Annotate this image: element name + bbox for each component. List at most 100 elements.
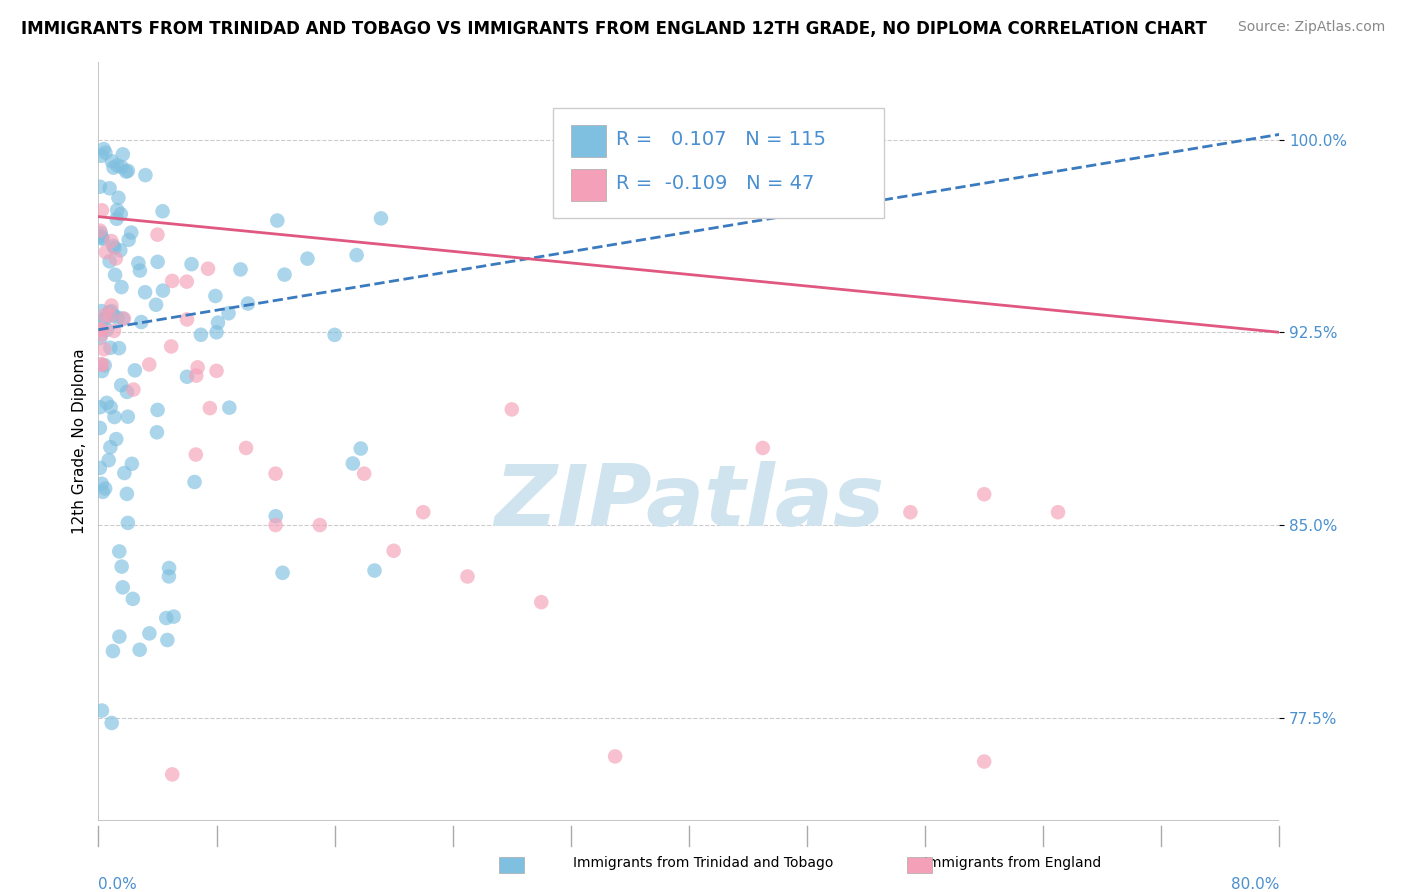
Point [90, 304, 112, 318]
Text: ZIPatlas: ZIPatlas [494, 460, 884, 544]
Point [98, 305, 121, 319]
Point [236, 296, 259, 310]
Point [122, 383, 145, 397]
Y-axis label: 12th Grade, No Diploma: 12th Grade, No Diploma [72, 349, 87, 534]
Point [90, 226, 112, 240]
Point [100, 440, 122, 454]
Point [350, 442, 373, 456]
Point [197, 261, 219, 276]
Point [89, 229, 111, 244]
Point [457, 569, 479, 583]
Point [91, 364, 114, 378]
Point [204, 289, 226, 303]
Point [157, 561, 180, 575]
Point [91, 232, 114, 246]
Point [105, 202, 128, 217]
Point [363, 564, 385, 578]
Point [146, 227, 169, 242]
Point [117, 409, 139, 424]
Point [530, 595, 553, 609]
Point [112, 311, 135, 326]
Point [198, 401, 221, 416]
Text: Immigrants from England: Immigrants from England [924, 856, 1101, 871]
Point [89, 421, 111, 435]
Point [112, 466, 135, 480]
Point [90, 314, 112, 328]
Point [180, 257, 202, 271]
Point [124, 363, 146, 377]
Point [105, 158, 128, 172]
Point [353, 467, 375, 481]
Point [101, 154, 124, 169]
Point [89, 323, 111, 337]
Point [115, 164, 138, 178]
Point [98, 181, 121, 195]
Text: IMMIGRANTS FROM TRINIDAD AND TOBAGO VS IMMIGRANTS FROM ENGLAND 12TH GRADE, NO DI: IMMIGRANTS FROM TRINIDAD AND TOBAGO VS I… [21, 20, 1206, 37]
Point [176, 275, 198, 289]
Point [184, 448, 207, 462]
Point [111, 559, 134, 574]
Point [89, 223, 111, 237]
Point [134, 168, 156, 182]
Point [111, 147, 134, 161]
Point [91, 484, 114, 499]
Point [900, 505, 922, 519]
Point [107, 191, 129, 205]
Point [156, 633, 179, 648]
Point [94, 482, 117, 496]
Point [205, 326, 228, 340]
Point [115, 487, 138, 501]
Point [152, 284, 174, 298]
Text: 0.0%: 0.0% [98, 877, 138, 892]
Point [105, 310, 128, 325]
FancyBboxPatch shape [553, 108, 884, 218]
Point [111, 311, 134, 326]
Point [111, 580, 134, 594]
Point [205, 364, 228, 378]
Point [117, 233, 139, 247]
Point [297, 252, 319, 266]
Point [103, 309, 125, 323]
Point [103, 410, 125, 425]
Point [110, 280, 132, 294]
Text: Source: ZipAtlas.com: Source: ZipAtlas.com [1237, 20, 1385, 34]
Point [162, 767, 183, 781]
Point [91, 230, 114, 244]
Point [501, 402, 523, 417]
Point [146, 425, 169, 440]
Point [90, 203, 112, 218]
Point [342, 457, 364, 471]
Point [100, 299, 122, 313]
Point [96, 396, 118, 410]
Point [100, 304, 122, 318]
Point [100, 716, 122, 731]
Point [110, 207, 132, 221]
Point [105, 211, 128, 226]
Point [108, 341, 131, 355]
Point [89, 461, 111, 475]
Point [110, 378, 132, 392]
Point [235, 441, 257, 455]
Point [152, 204, 174, 219]
Point [273, 268, 295, 282]
Text: R =   0.107   N = 115: R = 0.107 N = 115 [616, 130, 825, 149]
Point [309, 518, 332, 533]
Point [110, 244, 132, 258]
Point [155, 611, 177, 625]
Point [218, 306, 240, 320]
Point [128, 263, 150, 277]
Point [752, 441, 775, 455]
Point [90, 476, 112, 491]
Point [93, 343, 115, 357]
Point [1046, 505, 1070, 519]
FancyBboxPatch shape [571, 169, 606, 202]
Point [108, 630, 131, 644]
Point [97, 453, 120, 467]
Point [108, 544, 131, 558]
Point [162, 274, 183, 288]
Point [94, 145, 117, 160]
Text: 80.0%: 80.0% [1232, 877, 1279, 892]
Point [90, 149, 112, 163]
Point [129, 315, 152, 329]
Point [117, 516, 139, 530]
